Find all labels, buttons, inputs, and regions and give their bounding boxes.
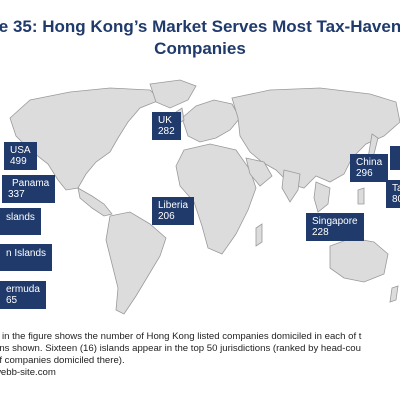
australia <box>329 237 389 283</box>
title-line-1: ure 35: Hong Kong’s Market Serves Most T… <box>0 17 400 36</box>
asia <box>231 87 400 189</box>
label-singapore-name: Singapore <box>312 216 358 227</box>
label-china-name: China <box>356 157 383 168</box>
label-liberia-name: Liberia <box>158 200 189 211</box>
world-map-svg <box>9 79 400 315</box>
caption-line-1: n in the figure shows the number of Hong… <box>0 331 362 342</box>
label-usa: USA 499 <box>4 142 37 170</box>
label-taiwan: Ta 80 <box>386 180 400 208</box>
label-bermuda-name: ermuda <box>6 284 40 295</box>
world-map <box>0 78 400 330</box>
europe <box>181 99 241 143</box>
south-america <box>105 211 167 315</box>
caption-line-3: of companies domiciled there). <box>0 355 125 366</box>
india <box>281 169 301 203</box>
label-partial-right <box>390 146 400 170</box>
label-islands-2: n Islands <box>0 244 53 271</box>
label-uk-name: UK <box>158 115 172 126</box>
philippines <box>357 187 365 205</box>
label-bermuda: ermuda 65 <box>0 281 46 309</box>
new-zealand <box>389 285 399 303</box>
label-uk-value: 282 <box>158 126 175 137</box>
label-liberia: Liberia 206 <box>152 197 195 225</box>
madagascar <box>255 223 263 247</box>
figure-caption: n in the figure shows the number of Hong… <box>0 331 400 367</box>
label-panama-name: Panama <box>12 178 50 189</box>
label-uk: UK 282 <box>152 112 181 140</box>
label-bermuda-value: 65 <box>6 295 18 306</box>
figure-title: ure 35: Hong Kong’s Market Serves Most T… <box>0 16 400 60</box>
label-islands-1: slands <box>0 208 41 235</box>
label-taiwan-name: Ta <box>392 183 400 194</box>
north-america <box>9 87 161 191</box>
caption-line-2: ons shown. Sixteen (16) islands appear i… <box>0 343 361 354</box>
label-china-value: 296 <box>356 168 373 179</box>
source-text: webb-site.com <box>0 367 56 378</box>
title-line-2: Companies <box>154 39 246 58</box>
label-panama: Panama 337 <box>2 175 56 203</box>
greenland <box>149 79 197 109</box>
label-usa-name: USA <box>10 145 31 156</box>
label-islands-2-name: n Islands <box>6 248 47 259</box>
central-america <box>77 187 113 217</box>
label-liberia-value: 206 <box>158 211 175 222</box>
label-panama-value: 337 <box>8 189 25 200</box>
se-asia <box>313 181 331 213</box>
africa <box>175 143 257 255</box>
label-china: China 296 <box>350 154 389 182</box>
arabia <box>245 157 273 187</box>
label-usa-value: 499 <box>10 156 27 167</box>
label-singapore-value: 228 <box>312 227 329 238</box>
label-taiwan-value: 80 <box>392 194 400 205</box>
label-singapore: Singapore 228 <box>306 213 364 241</box>
label-islands-1-name: slands <box>6 212 35 223</box>
